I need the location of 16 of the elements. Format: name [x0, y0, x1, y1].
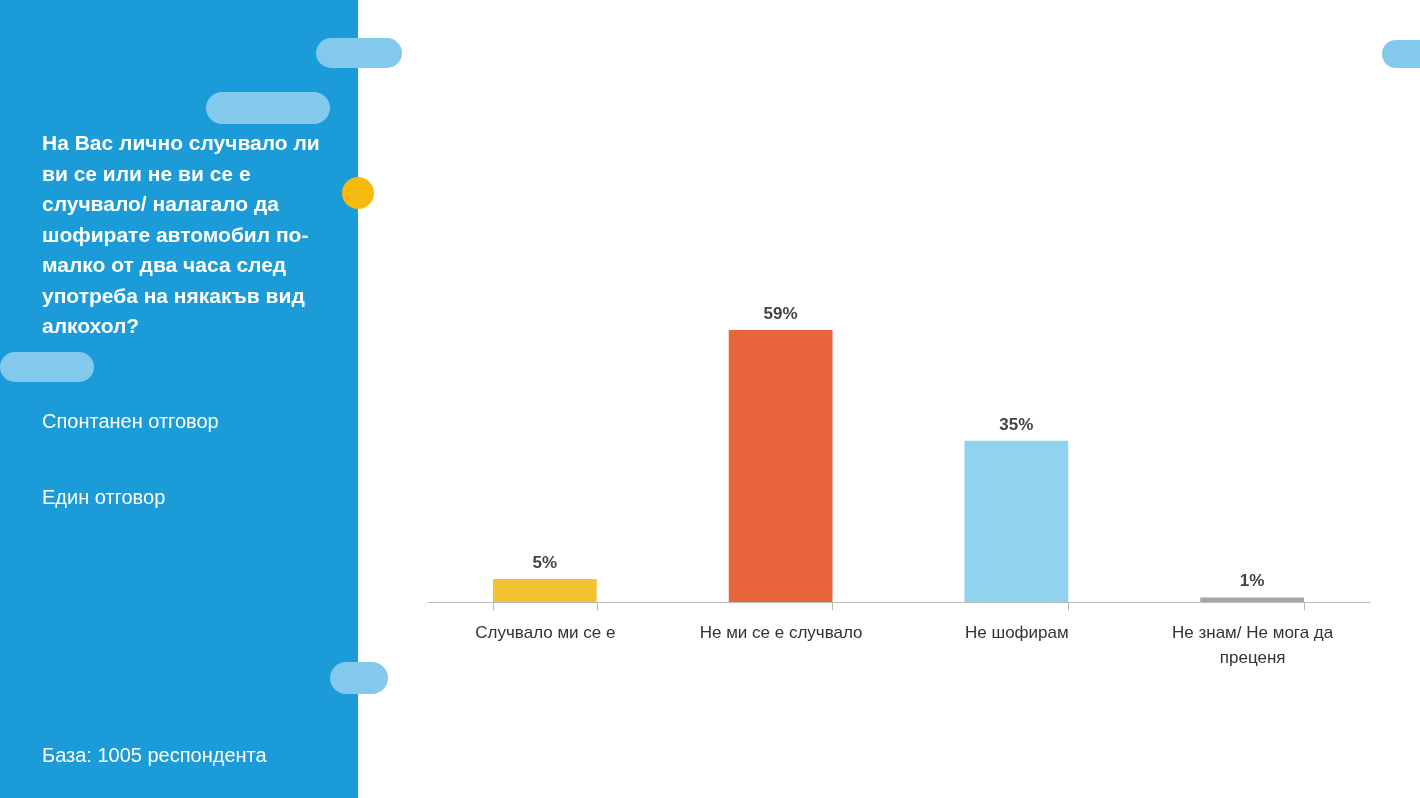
text: Спонтанен отговор [42, 410, 219, 433]
text: На Вас лично случвало ли ви се или не ви се е случвало/ налагало да шофирате автомобил по-малко от два часа след употреба на някакъв вид алкохол? [42, 130, 321, 339]
bar [1200, 597, 1304, 602]
data-label: 1% [1239, 571, 1265, 591]
text: База: 1005 респондента [42, 744, 267, 767]
bar [964, 440, 1069, 602]
data-label: 5% [532, 552, 558, 572]
data-label: 35% [999, 414, 1034, 434]
x-tick-label: Не шофирам [965, 622, 1069, 642]
data-label: 59% [763, 304, 798, 323]
x-tick-label: Не знам/ Не мога да преценя [1172, 622, 1334, 667]
x-tick-label: Не ми се е случвало [699, 622, 863, 642]
bar [493, 578, 597, 602]
text: Един отговор [42, 486, 166, 509]
bar [728, 330, 833, 602]
x-tick-label: Случвало ми се е [475, 622, 616, 642]
